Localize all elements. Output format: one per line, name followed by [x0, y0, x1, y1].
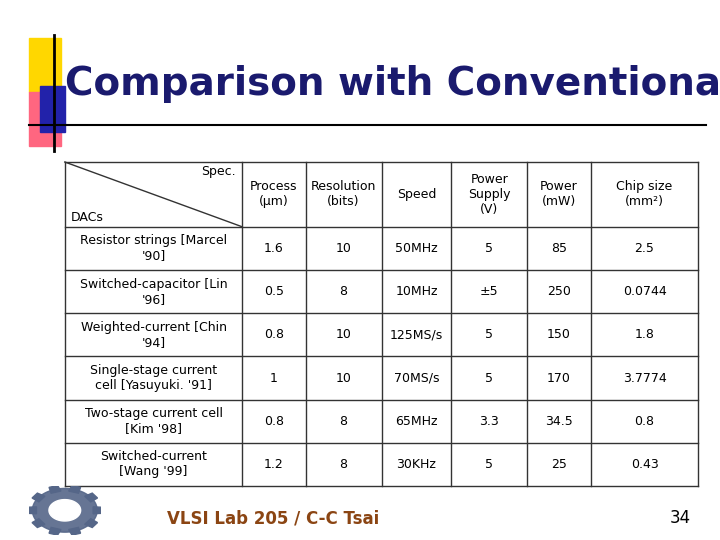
Polygon shape — [93, 507, 102, 514]
Text: 0.43: 0.43 — [631, 458, 658, 471]
Polygon shape — [32, 493, 45, 502]
Text: 0.8: 0.8 — [634, 415, 654, 428]
Text: 250: 250 — [547, 285, 571, 298]
Text: 34.5: 34.5 — [545, 415, 573, 428]
Polygon shape — [85, 519, 97, 528]
Polygon shape — [49, 528, 61, 535]
Text: Switched-capacitor [Lin
'96]: Switched-capacitor [Lin '96] — [80, 278, 228, 306]
Text: Resolution
(bits): Resolution (bits) — [311, 180, 377, 208]
Text: 10: 10 — [336, 328, 351, 341]
Text: Spec.: Spec. — [202, 165, 236, 178]
Text: ±5: ±5 — [480, 285, 499, 298]
Polygon shape — [68, 485, 81, 493]
Text: 1.6: 1.6 — [264, 242, 284, 255]
Text: Power
(mW): Power (mW) — [540, 180, 578, 208]
Polygon shape — [27, 507, 37, 514]
Text: 8: 8 — [340, 458, 348, 471]
Text: 5: 5 — [485, 458, 493, 471]
Text: 50MHz: 50MHz — [395, 242, 438, 255]
Text: Weighted-current [Chin
'94]: Weighted-current [Chin '94] — [81, 321, 227, 349]
Text: 3.3: 3.3 — [480, 415, 499, 428]
Text: 25: 25 — [551, 458, 567, 471]
Text: 0.5: 0.5 — [264, 285, 284, 298]
Polygon shape — [32, 489, 97, 532]
Text: 8: 8 — [340, 285, 348, 298]
Text: 170: 170 — [547, 372, 571, 384]
Text: 0.0744: 0.0744 — [623, 285, 667, 298]
Text: 34: 34 — [670, 509, 691, 528]
Polygon shape — [68, 528, 81, 535]
Text: NIT: NIT — [57, 506, 73, 515]
Polygon shape — [49, 485, 61, 493]
Text: Resistor strings [Marcel
'90]: Resistor strings [Marcel '90] — [80, 234, 227, 262]
Text: Two-stage current cell
[Kim '98]: Two-stage current cell [Kim '98] — [84, 407, 222, 435]
Text: 70MS/s: 70MS/s — [394, 372, 439, 384]
Text: 85: 85 — [551, 242, 567, 255]
Text: 1.2: 1.2 — [264, 458, 284, 471]
Text: DACs: DACs — [71, 211, 104, 224]
Text: 30KHz: 30KHz — [397, 458, 436, 471]
Text: 2.5: 2.5 — [634, 242, 654, 255]
Text: 125MS/s: 125MS/s — [390, 328, 443, 341]
Text: Power
Supply
(V): Power Supply (V) — [468, 173, 510, 216]
Text: 10MHz: 10MHz — [395, 285, 438, 298]
Text: 3.7774: 3.7774 — [623, 372, 667, 384]
Text: Switched-current
[Wang '99]: Switched-current [Wang '99] — [100, 450, 207, 478]
Text: 8: 8 — [340, 415, 348, 428]
Text: Chip size
(mm²): Chip size (mm²) — [616, 180, 672, 208]
Text: 5: 5 — [485, 328, 493, 341]
Text: VLSI Lab 205 / C-C Tsai: VLSI Lab 205 / C-C Tsai — [168, 509, 379, 528]
Polygon shape — [49, 500, 81, 521]
Text: Process
(μm): Process (μm) — [250, 180, 297, 208]
Text: 5: 5 — [485, 242, 493, 255]
Text: 10: 10 — [336, 242, 351, 255]
Text: 1.8: 1.8 — [634, 328, 654, 341]
Text: Single-stage current
cell [Yasuyuki. '91]: Single-stage current cell [Yasuyuki. '91… — [90, 364, 217, 392]
Text: 1: 1 — [270, 372, 278, 384]
Text: 10: 10 — [336, 372, 351, 384]
Text: 150: 150 — [547, 328, 571, 341]
Polygon shape — [85, 493, 97, 502]
Text: Comparison with Conventional DACs: Comparison with Conventional DACs — [65, 65, 720, 103]
Polygon shape — [32, 519, 45, 528]
Text: 5: 5 — [485, 372, 493, 384]
Text: 0.8: 0.8 — [264, 328, 284, 341]
Text: Speed: Speed — [397, 188, 436, 201]
Text: 65MHz: 65MHz — [395, 415, 438, 428]
Text: 0.8: 0.8 — [264, 415, 284, 428]
